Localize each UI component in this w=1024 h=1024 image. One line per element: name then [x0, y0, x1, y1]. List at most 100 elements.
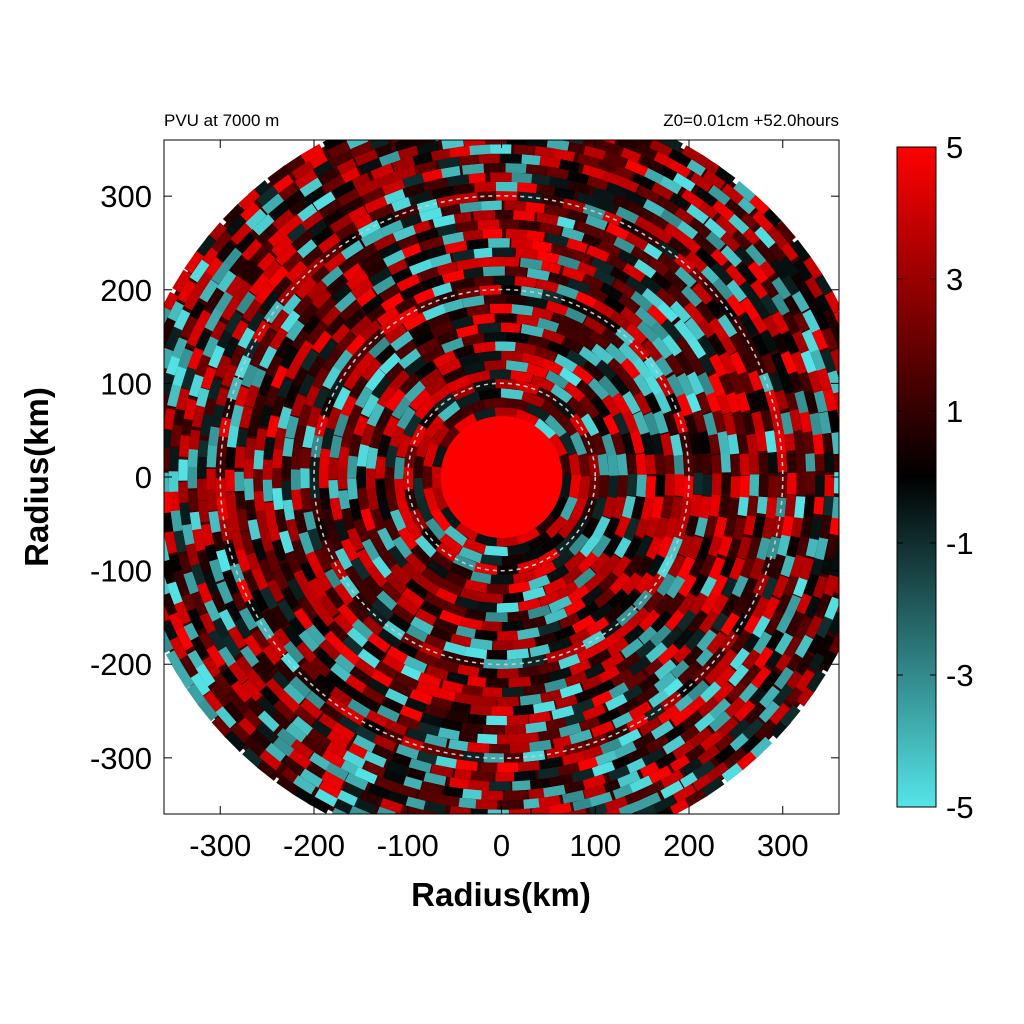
pv-cell — [537, 766, 561, 780]
pv-cell — [581, 515, 601, 540]
pv-cell — [318, 467, 329, 490]
pv-cell — [410, 544, 433, 567]
pv-cell — [513, 637, 536, 650]
pv-cell — [615, 248, 639, 267]
pv-cell — [742, 647, 763, 670]
pv-cell — [803, 431, 815, 454]
pv-cell — [556, 580, 580, 600]
pv-cell — [223, 701, 245, 724]
pv-cell — [424, 592, 448, 611]
pv-cell — [539, 590, 563, 607]
pv-cell — [796, 473, 807, 496]
pv-cell — [569, 729, 593, 745]
pv-cell — [759, 685, 780, 709]
pv-cell — [458, 546, 483, 564]
pv-cell — [533, 561, 558, 579]
pv-cell — [250, 589, 269, 613]
pv-cell — [272, 570, 291, 594]
pv-cell — [346, 404, 363, 428]
pv-cell — [381, 582, 404, 604]
pv-cell — [535, 631, 559, 647]
pv-cell — [551, 705, 575, 720]
pv-cell — [339, 299, 362, 321]
pv-cell — [464, 579, 488, 594]
pv-cell — [752, 596, 770, 620]
pv-cell — [226, 376, 243, 401]
pv-cell — [780, 272, 800, 296]
pv-cell — [684, 389, 702, 413]
pv-cell — [175, 387, 190, 411]
pv-cell — [677, 676, 700, 698]
pv-cell — [708, 556, 726, 581]
pv-cell — [633, 373, 653, 397]
pv-cell — [549, 773, 572, 788]
pv-cell — [558, 515, 580, 540]
pv-cell — [291, 229, 314, 251]
pv-cell — [366, 527, 385, 552]
pv-cell — [218, 609, 237, 633]
pv-cell — [778, 254, 799, 278]
pv-cell — [272, 736, 296, 758]
pv-cell — [633, 258, 657, 279]
pv-cell — [190, 563, 207, 587]
pv-cell — [562, 790, 585, 804]
pv-cell — [429, 282, 453, 298]
pv-cell — [563, 306, 587, 324]
pv-cell — [635, 638, 658, 660]
pv-cell — [612, 278, 636, 299]
pv-cell — [485, 678, 508, 688]
pv-cell — [346, 599, 368, 622]
pv-cell — [175, 627, 194, 651]
pv-cell — [197, 500, 210, 523]
pv-cell — [670, 706, 694, 727]
pv-cell — [487, 650, 510, 660]
pv-cell — [822, 494, 834, 516]
pv-cell — [122, 472, 132, 494]
pv-cell — [318, 780, 342, 799]
pv-cell — [684, 628, 706, 652]
pv-cell — [203, 599, 222, 624]
pv-cell — [526, 816, 548, 828]
pv-cell — [408, 258, 433, 276]
pv-cell — [568, 412, 589, 437]
pv-cell — [299, 768, 323, 788]
pv-cell — [534, 345, 558, 362]
pv-cell — [673, 454, 685, 477]
x-tick-label: 300 — [757, 828, 809, 863]
pv-cell — [601, 813, 605, 814]
pv-cell — [685, 251, 708, 273]
pv-cell — [601, 411, 620, 436]
pv-cell — [317, 337, 339, 361]
pv-cell — [591, 689, 615, 708]
pv-cell — [543, 784, 566, 798]
pv-cell — [457, 98, 479, 109]
pv-cell — [814, 475, 825, 498]
pv-cell — [309, 752, 333, 772]
pv-cell — [600, 737, 624, 755]
pv-cell — [431, 444, 448, 469]
pv-cell — [508, 808, 531, 814]
pv-cell — [258, 404, 273, 428]
pv-cell — [730, 452, 741, 475]
pv-cell — [683, 301, 705, 325]
pv-cell — [558, 653, 582, 670]
pv-cell — [576, 644, 601, 663]
pv-cell — [462, 538, 488, 555]
pv-cell — [391, 752, 415, 769]
pv-cell — [314, 788, 338, 807]
pv-cell — [178, 434, 191, 457]
pv-cell — [538, 193, 562, 207]
pv-cell — [732, 412, 747, 436]
pv-cell — [360, 508, 376, 532]
pv-cell — [440, 506, 461, 530]
pv-cell — [350, 278, 374, 299]
pv-cell — [397, 213, 421, 230]
pv-cell — [612, 783, 637, 800]
pv-cell — [318, 448, 331, 471]
pv-cell — [554, 323, 579, 341]
pv-cell — [868, 511, 880, 533]
pv-cell — [271, 448, 283, 471]
pv-cell — [394, 339, 418, 361]
pv-cell — [605, 342, 628, 365]
